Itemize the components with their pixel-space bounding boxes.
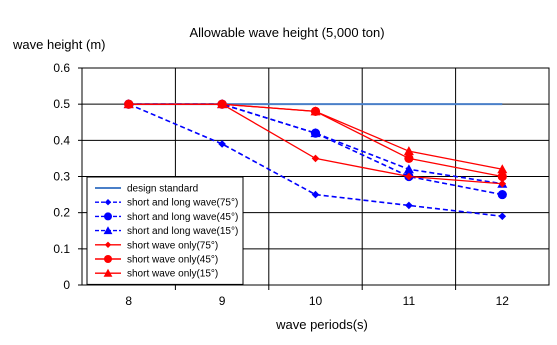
marker-triangle [103, 268, 113, 277]
marker-diamond [311, 190, 320, 199]
legend-label: short and long wave(75°) [127, 198, 238, 209]
y-tick-label: 0.1 [53, 242, 70, 256]
y-tick-label: 0.4 [53, 133, 70, 147]
marker-circle [404, 153, 414, 164]
marker-circle [497, 189, 507, 200]
marker-diamond [104, 241, 112, 248]
legend-label: short wave only(45°) [127, 255, 218, 266]
legend-label: short wave only(15°) [127, 269, 218, 280]
marker-triangle [497, 164, 508, 174]
y-axis-title: wave height (m) [12, 37, 105, 52]
y-tick-label: 0.2 [53, 206, 70, 220]
marker-diamond [104, 199, 112, 206]
marker-triangle [403, 146, 414, 156]
marker-triangle [217, 99, 228, 109]
marker-diamond [311, 154, 320, 163]
marker-diamond [498, 179, 507, 188]
plot-area-border [81, 67, 550, 286]
x-tick-label: 9 [219, 294, 226, 308]
marker-diamond [405, 201, 413, 210]
marker-diamond [405, 172, 413, 181]
marker-diamond [498, 212, 507, 221]
chart-title: Allowable wave height (5,000 ton) [189, 25, 384, 40]
legend-label: design standard [127, 184, 198, 195]
marker-triangle [310, 128, 321, 138]
marker-triangle [123, 99, 134, 109]
series-line [128, 103, 503, 185]
y-tick-label: 0.6 [53, 61, 70, 75]
marker-circle [104, 212, 112, 221]
marker-triangle [103, 226, 113, 235]
legend-label: short and long wave(15°) [127, 226, 238, 237]
marker-triangle [403, 164, 414, 174]
tick-labels: 0 0.1 0.2 0.3 0.4 0.5 0.6 8 9 10 11 12 [53, 61, 509, 308]
x-tick-label: 11 [403, 294, 416, 308]
series-short-wave-only-15- [123, 99, 508, 174]
marker-circle [497, 171, 507, 182]
marker-circle [104, 255, 112, 263]
x-axis-title: wave periods(s) [275, 317, 368, 332]
y-tick-label: 0.5 [53, 97, 70, 111]
legend-label: short wave only(75°) [127, 240, 218, 251]
x-tick-label: 8 [125, 294, 132, 308]
y-tick-label: 0 [63, 278, 70, 292]
series-line [128, 103, 503, 218]
legend-label: short and long wave(45°) [127, 212, 238, 223]
x-tick-label: 12 [496, 294, 510, 308]
legend: design standard short and long wave(75°) s… [86, 176, 244, 285]
marker-diamond [218, 140, 226, 148]
series-group [123, 99, 508, 221]
marker-triangle [310, 106, 321, 116]
y-tick-label: 0.3 [53, 170, 70, 184]
x-tick-label: 10 [309, 294, 323, 308]
